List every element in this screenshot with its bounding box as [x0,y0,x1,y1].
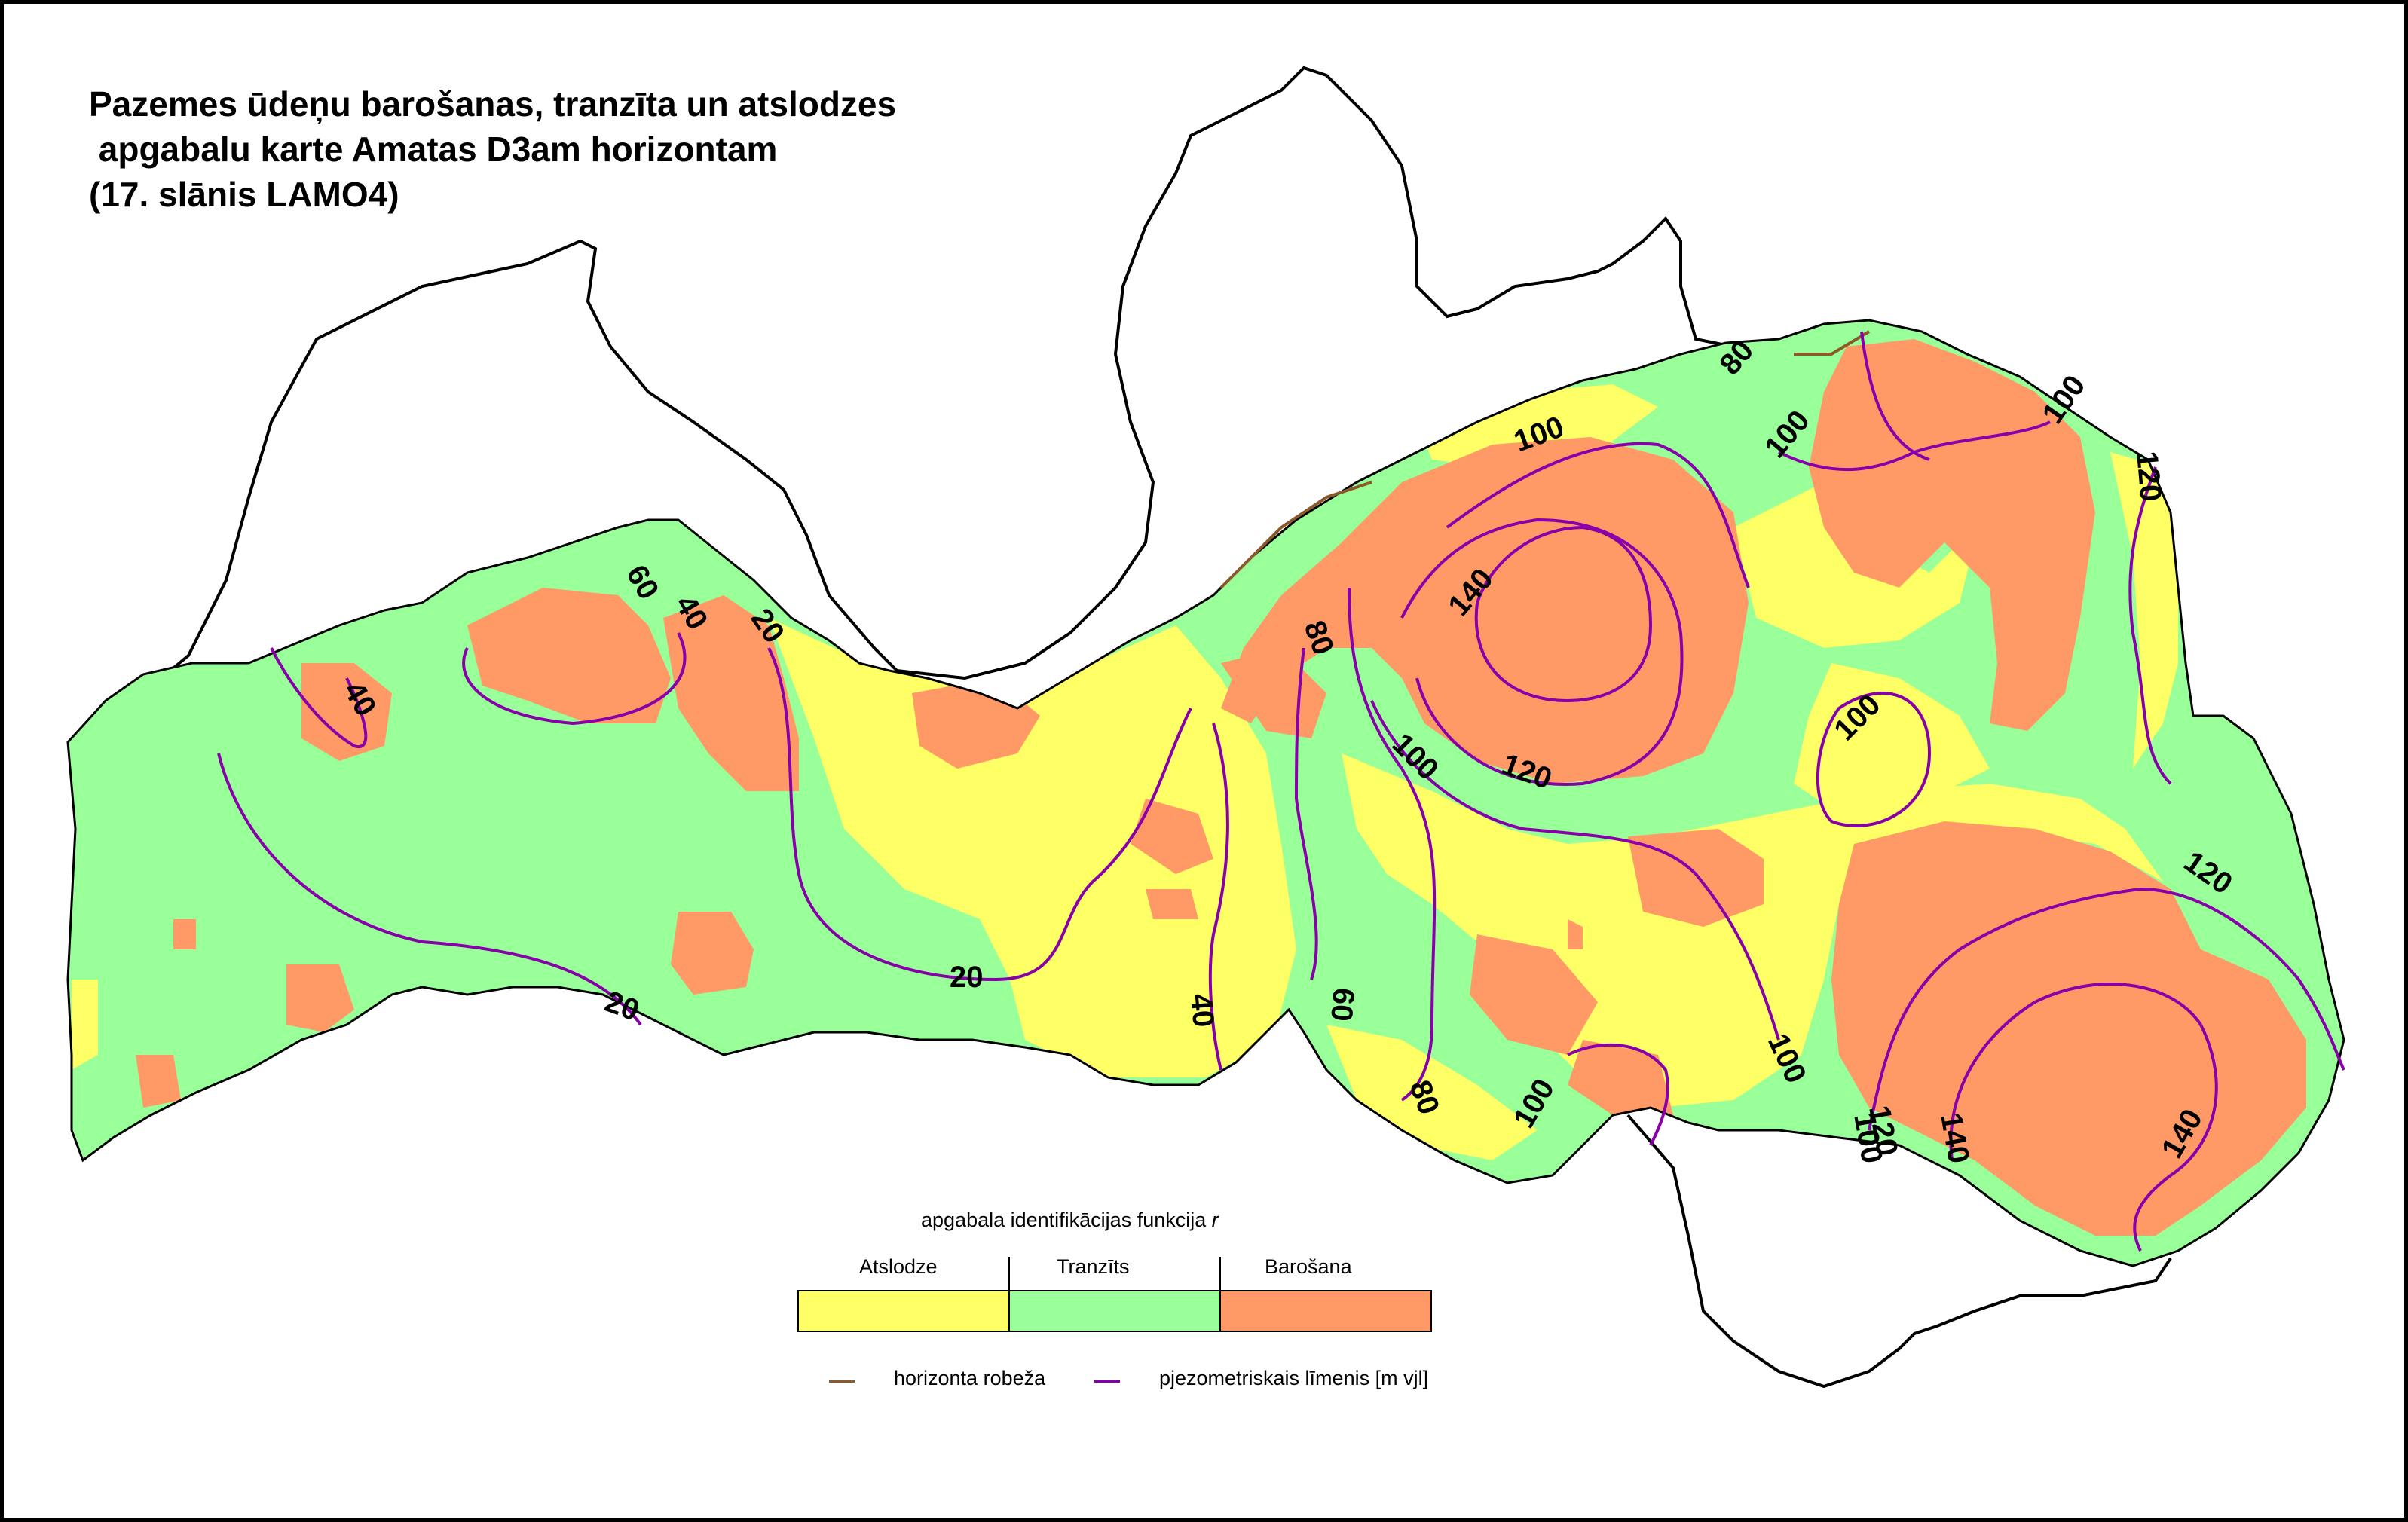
legend-piezometric-sample [1094,1380,1120,1383]
gulf-of-riga-outline [96,239,898,755]
map-title: Pazemes ūdeņu barošanas, tranzīta un ats… [89,81,896,217]
legend-label-atslodze: Atslodze [859,1255,938,1278]
legend-piezometric-label: pjezometriskais līmenis [m vjl] [1159,1367,1429,1389]
legend-caption-variable: r [1211,1209,1219,1231]
gulf-of-riga-east-outline [896,66,1779,680]
piezometric-contours [217,331,2345,1252]
horizon-boundary-segment [1219,330,1871,589]
legend-label-barosana: Barošana [1265,1255,1352,1278]
contour-label: 20 [950,961,984,994]
contour-label: 40 [1184,992,1220,1028]
border-lines [96,66,2172,1389]
zones-barosana [136,339,2306,1236]
legend-horizon-boundary-label: horizonta robeža [894,1367,1046,1389]
country-outline [66,319,2345,1267]
lithuania-belarus-border [1626,1114,2172,1389]
legend-caption: apgabala identifikācijas funkcija r [921,1209,1219,1232]
map-title-line-1: Pazemes ūdeņu barošanas, tranzīta un ats… [89,84,897,124]
legend-swatch-barosana [1219,1290,1432,1332]
legend-caption-text: apgabala identifikācijas funkcija [921,1209,1207,1231]
legend-divider [1008,1257,1010,1290]
legend-label-tranzits: Tranzīts [1057,1255,1130,1278]
legend-swatch-atslodze [797,1290,1008,1332]
map-title-line-2: apgabalu karte Amatas D3am horizontam [89,130,778,169]
legend-swatch-tranzits [1008,1290,1219,1332]
contour-label: 60 [1324,986,1360,1022]
legend-divider [1219,1257,1221,1290]
contour-label: 120 [2130,450,2168,503]
map-title-line-3: (17. slānis LAMO4) [89,175,399,214]
legend-horizon-boundary-sample [829,1380,855,1383]
